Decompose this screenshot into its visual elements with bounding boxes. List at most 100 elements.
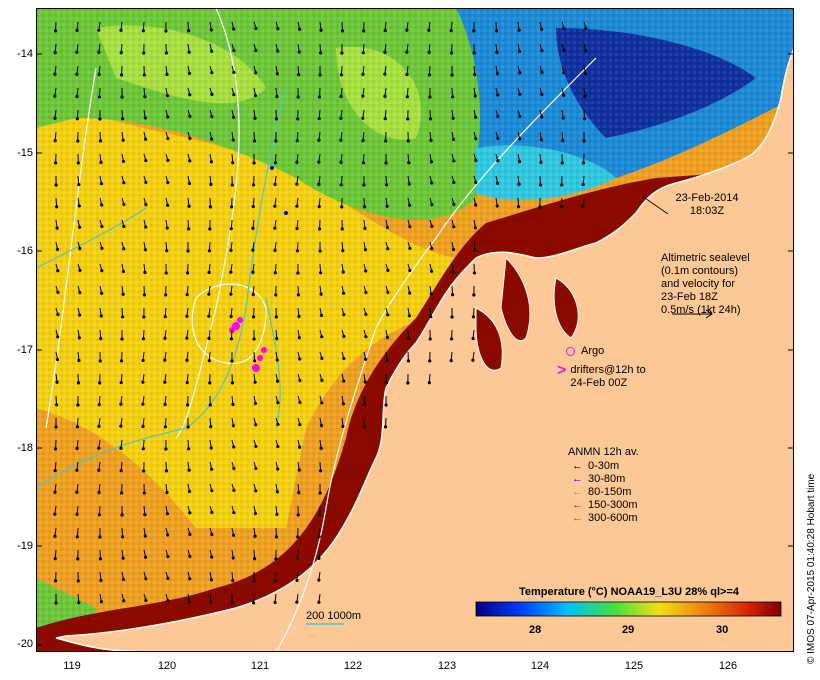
- velocity-arrow: [539, 43, 544, 53]
- velocity-arrow: [143, 219, 148, 229]
- colorbar: [475, 601, 782, 617]
- velocity-arrow: [165, 483, 169, 495]
- velocity-arrow: [517, 131, 522, 141]
- velocity-arrow: [163, 395, 167, 407]
- velocity-arrow: [229, 263, 233, 274]
- velocity-arrow: [187, 439, 191, 451]
- velocity-arrow: [209, 571, 213, 582]
- velocity-arrow: [185, 351, 189, 362]
- date-pointer-line: [641, 195, 669, 215]
- velocity-arrow: [231, 153, 235, 165]
- velocity-arrow: [99, 571, 103, 583]
- velocity-arrow: [187, 527, 192, 537]
- velocity-arrow: [165, 593, 170, 603]
- velocity-arrow: [517, 65, 522, 75]
- velocity-arrow: [317, 197, 321, 209]
- colorbar-tick: 29: [622, 624, 635, 636]
- velocity-arrow: [253, 21, 258, 31]
- velocity-arrow: [229, 241, 233, 252]
- velocity-arrow: [339, 131, 343, 142]
- velocity-arrow: [383, 87, 387, 98]
- velocity-arrow: [473, 65, 477, 77]
- velocity-arrow: [273, 153, 278, 165]
- velocity-arrow: [471, 351, 475, 362]
- inlet-1: [500, 256, 531, 341]
- velocity-arrow: [253, 373, 257, 384]
- lon-label: 125: [624, 660, 644, 672]
- velocity-arrow: [429, 307, 433, 319]
- velocity-arrow: [185, 285, 189, 297]
- velocity-arrow: [77, 307, 82, 317]
- velocity-arrow: [495, 131, 500, 140]
- drifter-label: drifters@12h to: [570, 364, 646, 376]
- velocity-arrow: [121, 175, 126, 185]
- velocity-arrow: [143, 241, 147, 252]
- velocity-arrow: [429, 241, 434, 251]
- velocity-arrow: [53, 87, 57, 98]
- velocity-arrow: [185, 307, 189, 318]
- velocity-arrow: [187, 483, 192, 494]
- velocity-arrow: [143, 263, 147, 275]
- velocity-arrow: [53, 505, 57, 516]
- velocity-arrow: [405, 65, 409, 76]
- velocity-arrow: [143, 527, 147, 538]
- velocity-arrow: [473, 219, 477, 230]
- velocity-arrow: [185, 373, 189, 385]
- velocity-arrow: [295, 571, 299, 582]
- velocity-arrow: [253, 439, 258, 449]
- velocity-arrow: [77, 285, 82, 295]
- velocity-arrow: [341, 263, 345, 274]
- velocity-arrow: [273, 263, 277, 275]
- land-mass[interactable]: [55, 47, 794, 652]
- velocity-arrow: [275, 87, 279, 99]
- velocity-arrow: [187, 131, 192, 141]
- velocity-arrow: [319, 417, 324, 428]
- velocity-arrow: [253, 461, 258, 471]
- velocity-arrow: [53, 527, 57, 538]
- velocity-arrow: [187, 571, 192, 581]
- map-border: [36, 8, 794, 652]
- velocity-arrow: [99, 219, 104, 229]
- velocity-arrow: [77, 241, 82, 251]
- velocity-arrow: [207, 329, 211, 340]
- velocity-arrow: [297, 461, 301, 472]
- velocity-arrow: [297, 65, 301, 77]
- velocity-arrow: [361, 153, 366, 165]
- velocity-arrow: [471, 307, 476, 319]
- velocity-arrow: [339, 175, 343, 187]
- velocity-arrow: [275, 395, 280, 405]
- lon-label: 123: [437, 660, 457, 672]
- imos-credit: © IMOS 07-Apr-2015 01:40:28 Hobart time: [806, 473, 817, 664]
- velocity-arrow: [231, 395, 235, 407]
- velocity-arrow: [495, 43, 499, 55]
- velocity-arrow: [209, 549, 214, 559]
- velocity-arrow: [383, 43, 387, 54]
- velocity-arrow: [163, 351, 167, 362]
- velocity-arrow: [253, 43, 258, 53]
- velocity-arrow: [207, 285, 211, 296]
- velocity-arrow: [209, 593, 213, 605]
- velocity-arrow: [251, 219, 255, 230]
- velocity-arrow: [209, 65, 214, 75]
- velocity-arrow: [363, 373, 367, 384]
- velocity-arrow: [207, 307, 211, 318]
- velocity-arrow: [165, 65, 169, 76]
- velocity-arrow: [141, 329, 146, 341]
- colorbar-title: Temperature (°C) NOAA19_L3U 28% ql>=4: [519, 586, 739, 598]
- velocity-arrow: [539, 153, 543, 165]
- colorbar-tick: 30: [716, 624, 729, 636]
- lat-label: -17: [17, 344, 33, 356]
- velocity-arrow: [143, 549, 148, 559]
- velocity-arrow: [297, 373, 302, 383]
- velocity-arrow: [517, 21, 521, 32]
- velocity-arrow: [163, 307, 167, 319]
- velocity-arrow: [121, 131, 125, 142]
- drifter-legend: > drifters@12h to 24-Feb 00Z: [557, 363, 646, 390]
- velocity-arrow: [187, 175, 192, 186]
- arrow-red-icon: ←: [572, 499, 583, 511]
- velocity-arrow: [297, 307, 301, 319]
- velocity-arrow: [231, 483, 236, 492]
- velocity-arrow: [187, 21, 191, 33]
- velocity-arrow: [297, 351, 302, 361]
- velocity-arrow: [143, 109, 147, 120]
